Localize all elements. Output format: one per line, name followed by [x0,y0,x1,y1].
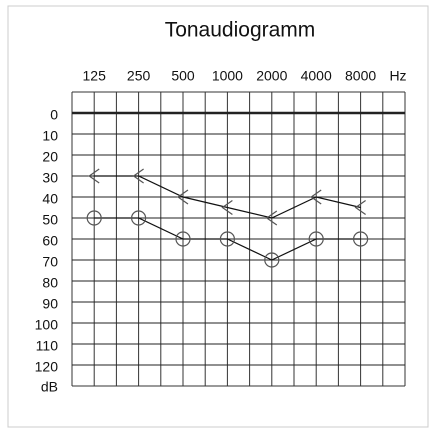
y-tick-label: 110 [36,338,59,354]
series-line [94,217,361,261]
x-tick-label: 8000 [345,68,376,84]
y-unit: dB [41,379,58,395]
series-line [94,175,361,219]
air-marker [353,231,369,247]
y-tick-label: 70 [42,254,58,270]
x-tick-label: 500 [171,68,195,84]
air-marker [86,210,102,226]
air-marker [219,231,235,247]
y-tick-label: 100 [35,317,59,333]
x-unit: Hz [389,68,406,84]
frame [7,5,429,428]
y-tick-label: 90 [42,296,58,312]
y-tick-label: 20 [42,149,58,165]
y-tick-label: 30 [42,170,58,186]
chart-title: Tonaudiogramm [165,19,316,42]
x-tick-label: 1000 [212,68,243,84]
y-tick-label: 80 [42,275,58,291]
y-tick-label: 10 [42,128,58,144]
air-marker [131,210,147,226]
y-tick-label: 40 [42,191,58,207]
x-tick-label: 125 [83,68,107,84]
air-marker [175,231,191,247]
bone-marker [132,168,144,184]
x-tick-label: 4000 [301,68,332,84]
bone-marker [354,200,366,215]
bone-marker [265,210,278,226]
bone-marker [310,189,322,205]
bone-marker [176,189,189,205]
y-tick-label: 60 [42,233,58,249]
y-tick-label: 0 [50,107,58,123]
air-marker [264,252,280,268]
bone-marker [221,200,233,215]
y-tick-label: 50 [42,212,58,228]
air-marker [308,231,324,247]
x-tick-label: 2000 [256,68,287,84]
y-tick-label: 120 [35,359,59,375]
x-tick-label: 250 [127,68,151,84]
bone-marker [88,168,100,184]
